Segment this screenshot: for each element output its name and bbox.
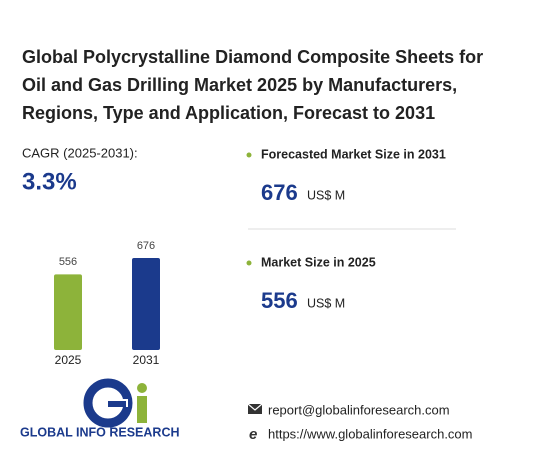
email[interactable]: report@globalinforesearch.com	[268, 402, 450, 417]
email-icon	[248, 404, 262, 414]
kpi-label: Forecasted Market Size in 2031	[261, 147, 446, 161]
title-line: Oil and Gas Drilling Market 2025 by Manu…	[22, 75, 457, 95]
logo-i	[137, 396, 147, 423]
website[interactable]: https://www.globalinforesearch.com	[268, 426, 472, 441]
bar-value-label: 556	[59, 256, 77, 268]
x-tick-label: 2025	[55, 353, 82, 367]
title-line: Global Polycrystalline Diamond Composite…	[22, 47, 483, 67]
bar	[54, 274, 82, 350]
web-icon: e	[249, 426, 257, 443]
x-tick-label: 2031	[133, 353, 160, 367]
kpi-value: 556	[261, 288, 298, 313]
logo-bar	[108, 401, 126, 407]
kpi-unit: US$ M	[307, 188, 345, 202]
email-icon-flap	[247, 403, 263, 411]
cagr-value: 3.3%	[22, 168, 77, 195]
cagr-label: CAGR (2025-2031):	[22, 145, 138, 160]
bullet	[246, 260, 252, 266]
bar	[132, 258, 160, 350]
bar-value-label: 676	[137, 240, 155, 252]
bullet	[246, 152, 252, 158]
logo-dot	[137, 383, 147, 393]
kpi-value: 676	[261, 180, 298, 205]
title-line: Regions, Type and Application, Forecast …	[22, 103, 435, 123]
bar-chart: 556 2025 676 2031	[54, 240, 160, 367]
kpi-unit: US$ M	[307, 296, 345, 310]
logo: GLOBAL INFO RESEARCH	[20, 378, 180, 439]
kpi-label: Market Size in 2025	[261, 255, 376, 269]
logo-text: GLOBAL INFO RESEARCH	[20, 425, 180, 439]
